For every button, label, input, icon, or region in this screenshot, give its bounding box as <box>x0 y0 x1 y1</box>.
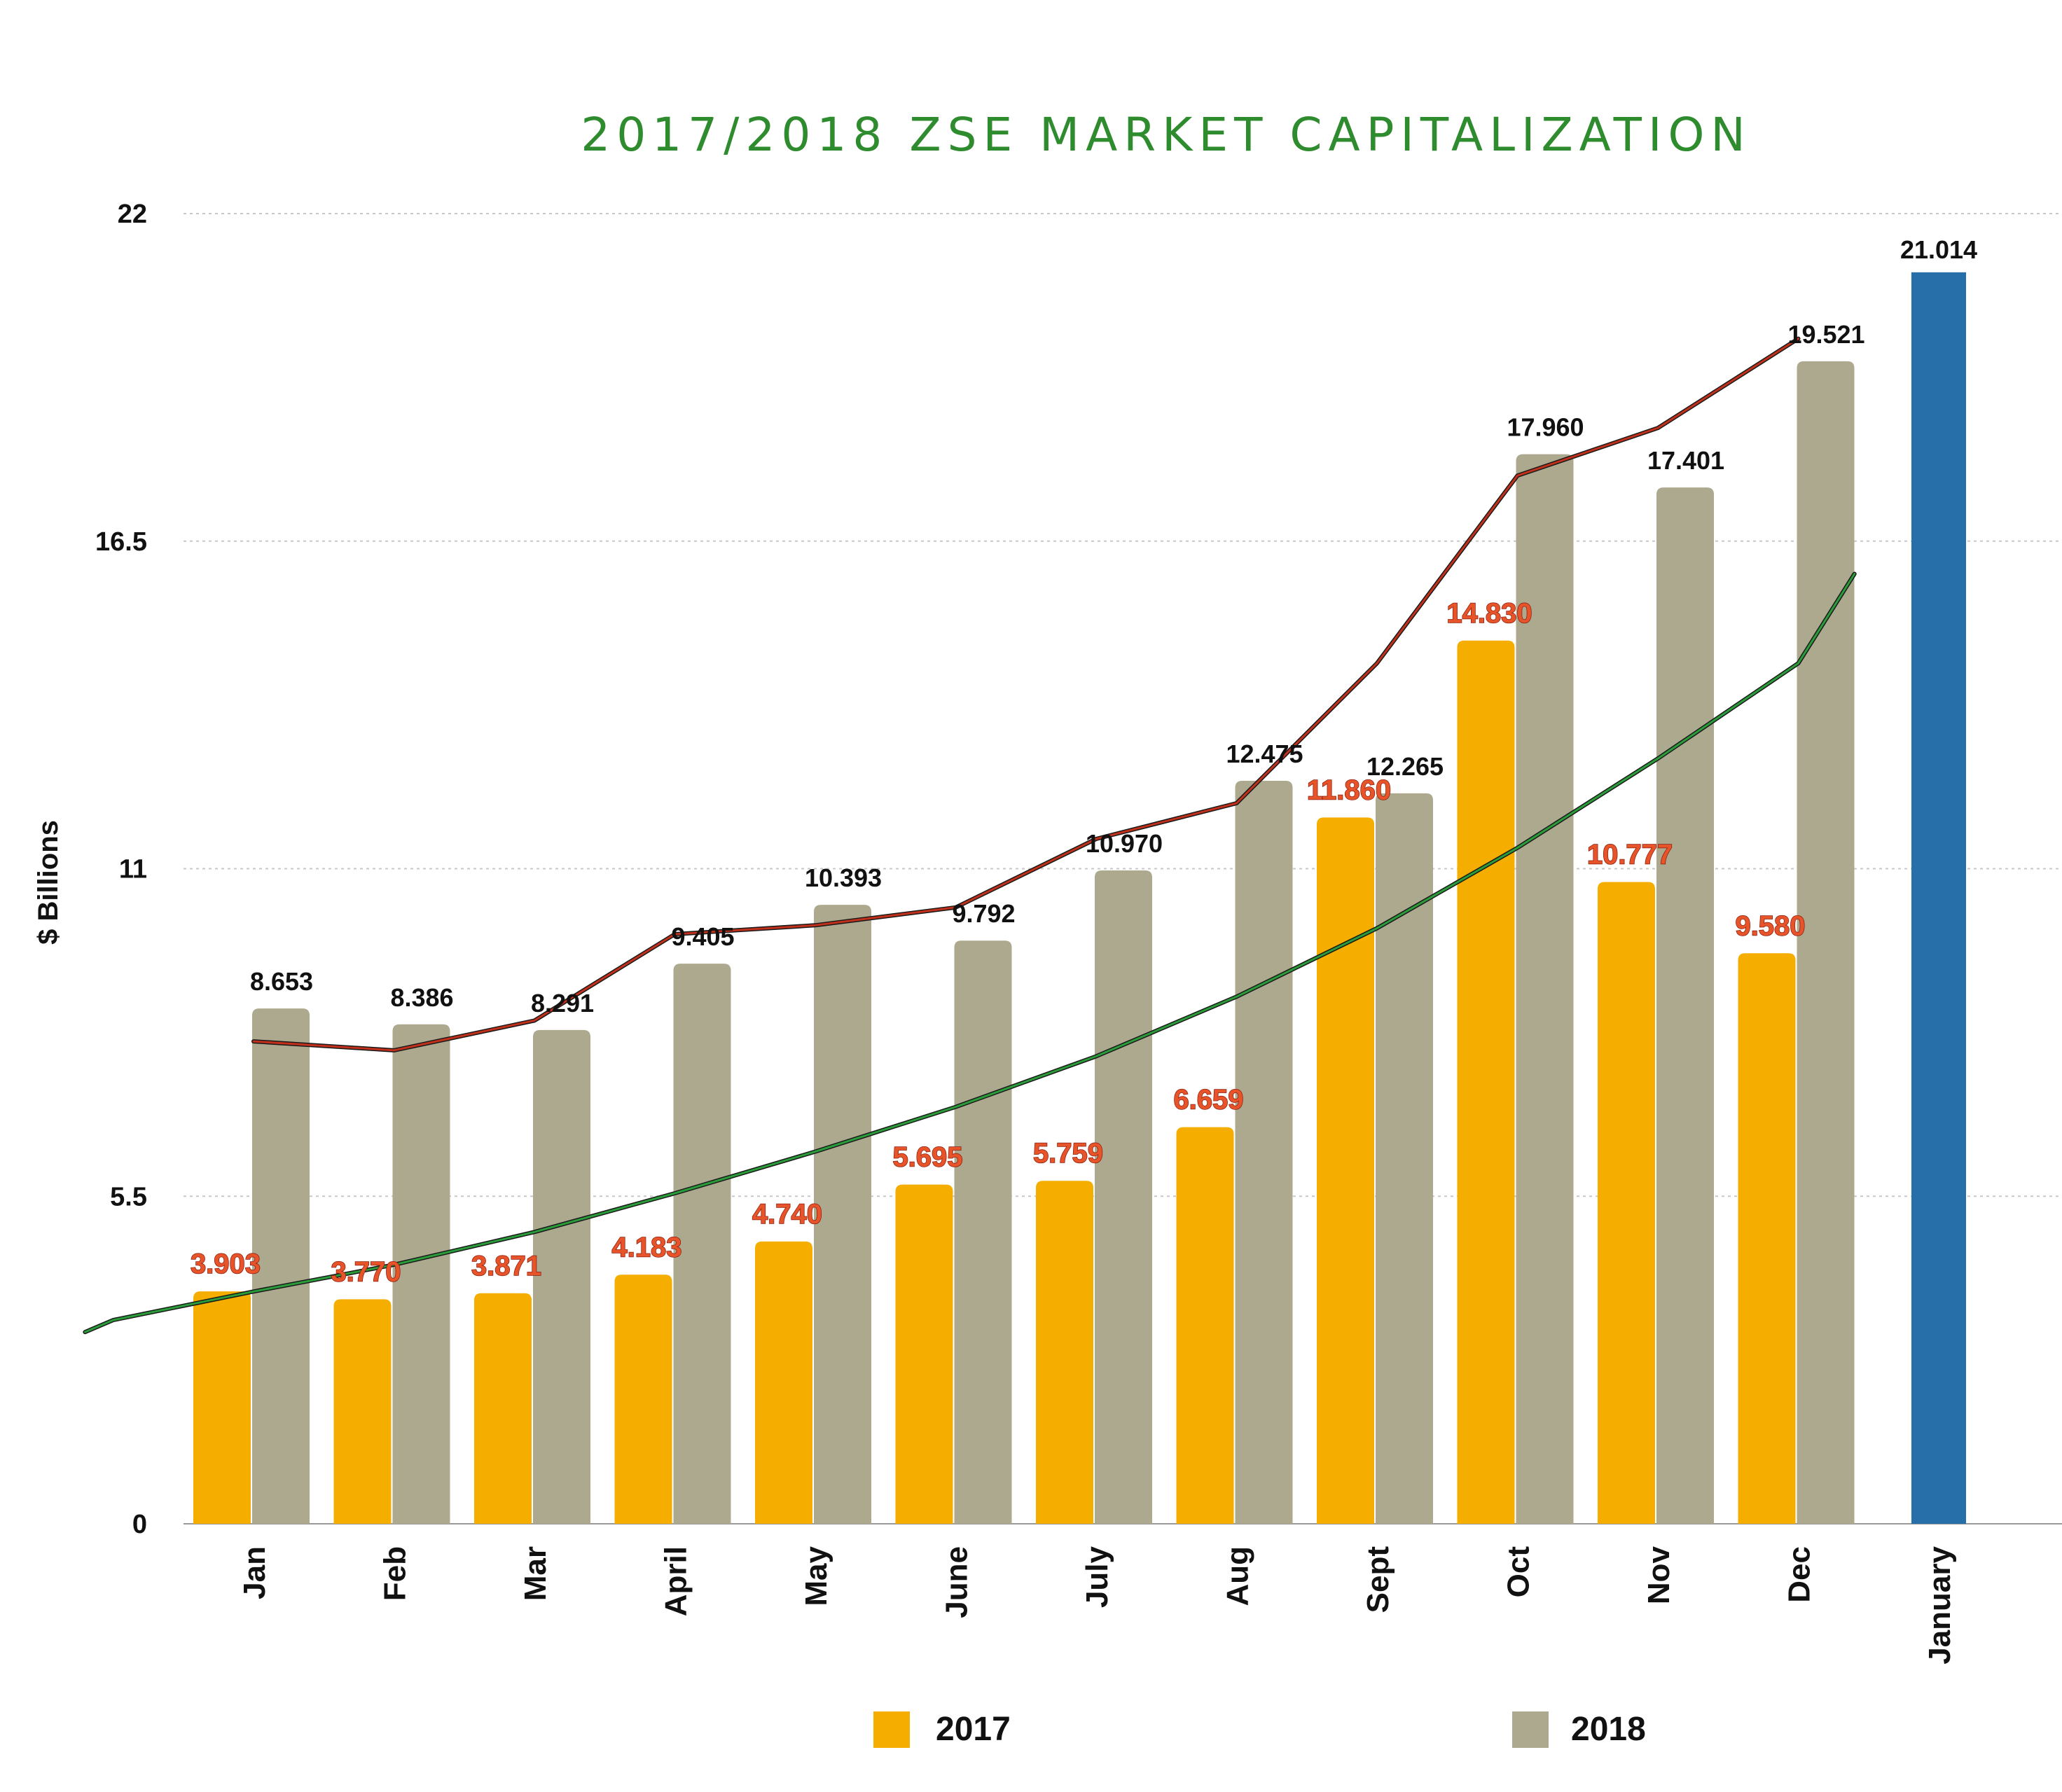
x-tick-label: July <box>1080 1546 1114 1608</box>
x-tick-label: Aug <box>1221 1546 1255 1606</box>
data-label-2017: 9.580 <box>1735 910 1805 941</box>
trend-lines <box>83 336 1857 1335</box>
bar-2018 <box>1095 870 1152 1524</box>
y-tick-label: 0 <box>132 1510 147 1539</box>
y-tick-label: 22 <box>118 200 147 229</box>
x-tick-label: Dec <box>1783 1546 1817 1603</box>
chart-title: 2017/2018 ZSE MARKET CAPITALIZATION <box>581 108 1752 162</box>
legend: 2017 2018 <box>873 1711 1646 1748</box>
x-tick-label: May <box>799 1546 833 1606</box>
data-label-2018: 8.386 <box>390 983 453 1012</box>
data-label-2017: 3.871 <box>471 1251 541 1282</box>
bar-2017 <box>1598 882 1655 1524</box>
y-tick-label: 5.5 <box>110 1182 147 1211</box>
data-label-2018: 8.291 <box>531 989 594 1017</box>
y-axis-ticks: 0 5.5 11 16.5 22 <box>95 200 147 1539</box>
x-tick-label: January <box>1923 1546 1957 1664</box>
x-tick-label: Jan <box>237 1546 272 1599</box>
bar-2018 <box>533 1029 590 1524</box>
bar-2017 <box>1036 1181 1093 1524</box>
bar-2017 <box>895 1184 953 1524</box>
data-label-2018: 19.521 <box>1787 320 1864 349</box>
bar-2017 <box>1317 817 1374 1524</box>
x-tick-label: Sept <box>1361 1546 1395 1613</box>
bar-january <box>1911 272 1966 1524</box>
data-label-2017: 14.830 <box>1446 598 1532 629</box>
x-axis-ticks: Jan Feb Mar April May June July Aug Sept Oct Nov De… <box>237 1546 1957 1664</box>
legend-label-2017: 2017 <box>936 1711 1011 1748</box>
data-labels: 3.903 8.653 3.770 8.386 3.871 8.291 4.183 9.405… <box>190 235 1977 1288</box>
bars <box>193 272 1966 1524</box>
bar-2018 <box>1656 487 1714 1524</box>
legend-swatch-2017 <box>873 1711 910 1748</box>
data-label-2017: 5.695 <box>892 1142 962 1173</box>
trend-line <box>252 338 1799 1052</box>
y-tick-label: 16.5 <box>95 527 147 557</box>
bar-2017 <box>1738 953 1796 1524</box>
bar-2017 <box>193 1291 251 1524</box>
bar-2017 <box>474 1293 532 1524</box>
data-label-january: 21.014 <box>1900 235 1977 264</box>
x-tick-label: Mar <box>518 1546 553 1601</box>
legend-swatch-2018 <box>1512 1711 1549 1748</box>
data-label-2017: 5.759 <box>1033 1138 1103 1169</box>
x-tick-label: June <box>940 1546 974 1618</box>
trend-line <box>83 573 1856 1333</box>
data-label-2018: 10.393 <box>805 863 882 892</box>
data-label-2017: 10.777 <box>1587 839 1673 870</box>
data-label-2018: 17.401 <box>1647 446 1724 475</box>
data-label-2017: 4.740 <box>752 1199 822 1230</box>
x-tick-label: Nov <box>1642 1546 1676 1604</box>
bar-2018 <box>954 940 1012 1524</box>
data-label-2018: 9.792 <box>952 899 1015 928</box>
bar-2018 <box>252 1008 310 1524</box>
bar-2018 <box>392 1024 450 1524</box>
bar-2018 <box>1797 361 1855 1524</box>
data-label-2017: 3.770 <box>331 1256 401 1287</box>
data-label-2017: 6.659 <box>1173 1085 1243 1116</box>
bar-2017 <box>333 1299 392 1524</box>
bar-2018 <box>1235 781 1293 1524</box>
bar-2017 <box>1176 1127 1234 1524</box>
data-label-2018: 8.653 <box>250 967 313 996</box>
data-label-2018: 10.970 <box>1086 829 1163 858</box>
data-label-2018: 12.475 <box>1226 739 1303 768</box>
data-label-2017: 4.183 <box>611 1232 681 1263</box>
y-axis-label: $ Billions <box>33 820 64 945</box>
data-label-2018: 9.405 <box>671 922 734 951</box>
legend-label-2018: 2018 <box>1571 1711 1646 1748</box>
data-label-2018: 12.265 <box>1366 752 1444 781</box>
bar-2017 <box>755 1241 812 1524</box>
x-tick-label: Oct <box>1502 1546 1536 1598</box>
y-tick-label: 11 <box>119 855 147 884</box>
bar-2018 <box>1516 454 1574 1524</box>
bar-2018 <box>1376 793 1433 1524</box>
bar-2017 <box>1457 640 1515 1524</box>
data-label-2018: 17.960 <box>1507 413 1584 442</box>
bar-2018 <box>814 905 871 1524</box>
x-tick-label: April <box>659 1546 693 1616</box>
bar-2017 <box>614 1274 672 1524</box>
data-label-2017: 3.903 <box>191 1249 261 1279</box>
x-tick-label: Feb <box>378 1546 413 1601</box>
data-label-2017: 11.860 <box>1307 775 1391 805</box>
bar-2018 <box>673 964 731 1524</box>
